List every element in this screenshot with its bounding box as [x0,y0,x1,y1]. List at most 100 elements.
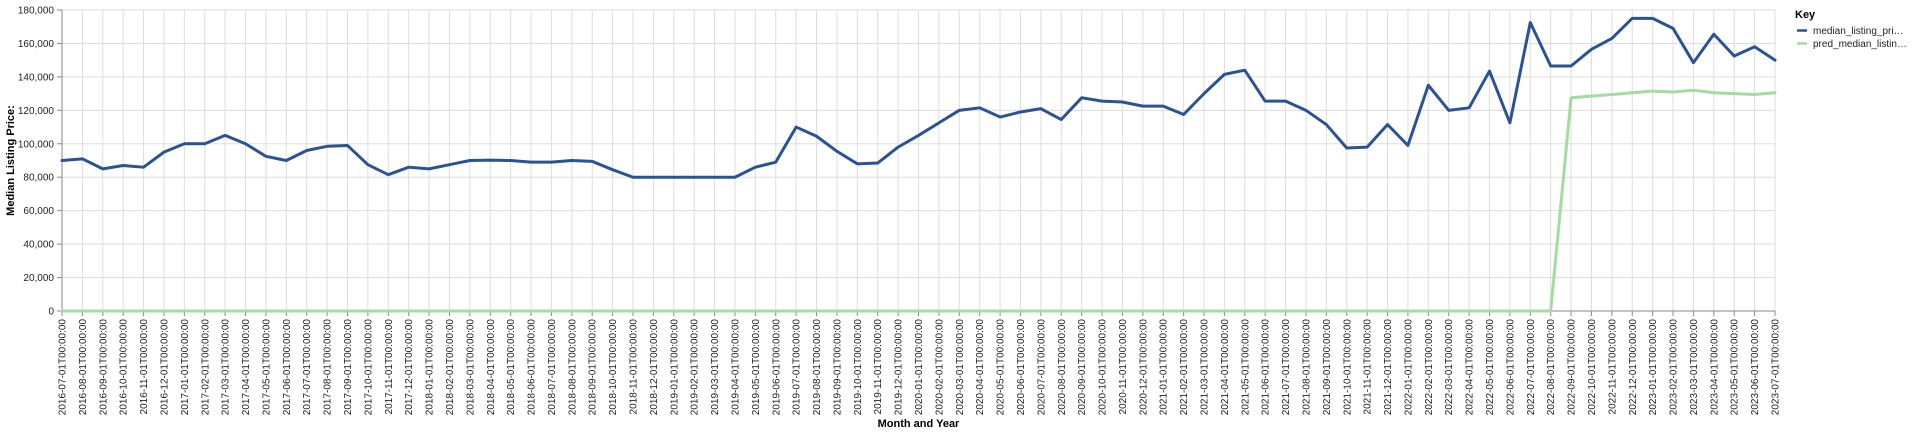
legend: Key median_listing_pri… pred_median_listin… [1795,9,1907,50]
x-tick-label: 2023-05-01T00:00:00 [1730,319,1741,416]
x-tick-label: 2018-01-01T00:00:00 [425,319,436,416]
y-tick-label: 180,000 [18,6,55,17]
x-tick-label: 2018-04-01T00:00:00 [486,319,497,416]
x-tick-label: 2019-11-01T00:00:00 [873,319,884,415]
x-tick-label: 2020-01-01T00:00:00 [914,319,925,416]
x-tick-label: 2016-09-01T00:00:00 [98,319,109,416]
x-tick-label: 2021-06-01T00:00:00 [1261,319,1272,416]
y-tick-label: 0 [48,307,54,318]
x-tick-label: 2016-11-01T00:00:00 [139,319,150,415]
x-tick-label: 2018-06-01T00:00:00 [527,319,538,416]
x-tick-label: 2017-04-01T00:00:00 [241,319,252,416]
x-tick-label: 2022-05-01T00:00:00 [1485,319,1496,416]
x-tick-label: 2018-08-01T00:00:00 [567,319,578,416]
y-tick-label: 40,000 [23,240,54,251]
x-tick-label: 2023-02-01T00:00:00 [1669,319,1680,416]
x-tick-label: 2019-12-01T00:00:00 [894,319,905,416]
x-tick-label: 2017-10-01T00:00:00 [363,319,374,416]
x-tick-label: 2017-05-01T00:00:00 [261,319,272,416]
x-tick-label: 2019-07-01T00:00:00 [792,319,803,416]
x-tick-label: 2018-05-01T00:00:00 [506,319,517,416]
y-tick-label: 100,000 [18,139,55,150]
x-tick-label: 2020-02-01T00:00:00 [934,319,945,416]
x-tick-label: 2020-06-01T00:00:00 [1016,319,1027,416]
x-tick-label: 2018-07-01T00:00:00 [547,319,558,416]
x-tick-label: 2017-06-01T00:00:00 [282,319,293,416]
x-tick-label: 2021-01-01T00:00:00 [1159,319,1170,416]
x-tick-label: 2018-11-01T00:00:00 [629,319,640,415]
legend-title: Key [1795,9,1816,21]
x-tick-label: 2019-10-01T00:00:00 [853,319,864,416]
x-tick-label: 2021-02-01T00:00:00 [1179,319,1190,416]
x-tick-label: 2020-12-01T00:00:00 [1138,319,1149,416]
x-tick-label: 2020-11-01T00:00:00 [1118,319,1129,415]
x-tick-label: 2021-05-01T00:00:00 [1240,319,1251,416]
legend-entry: median_listing_pri… [1813,26,1904,37]
x-tick-label: 2022-02-01T00:00:00 [1424,319,1435,416]
x-tick-label: 2022-04-01T00:00:00 [1465,319,1476,416]
x-tick-label: 2022-11-01T00:00:00 [1607,319,1618,415]
grid [61,9,1776,312]
x-tick-label: 2017-11-01T00:00:00 [384,319,395,415]
x-tick-label: 2022-07-01T00:00:00 [1526,319,1537,416]
x-tick-label: 2019-01-01T00:00:00 [669,319,680,416]
x-tick-label: 2021-12-01T00:00:00 [1383,319,1394,416]
x-tick-label: 2020-09-01T00:00:00 [1077,319,1088,416]
x-tick-label: 2021-03-01T00:00:00 [1200,319,1211,416]
x-tick-label: 2018-03-01T00:00:00 [465,319,476,416]
x-tick-label: 2017-07-01T00:00:00 [302,319,313,416]
x-tick-label: 2019-02-01T00:00:00 [690,319,701,416]
y-tick-label: 80,000 [23,173,54,184]
x-tick-label: 2022-01-01T00:00:00 [1403,319,1414,416]
x-tick-label: 2017-02-01T00:00:00 [200,319,211,416]
x-tick-label: 2020-07-01T00:00:00 [1036,319,1047,416]
series-lines [60,16,1777,313]
x-tick-label: 2023-03-01T00:00:00 [1689,319,1700,416]
x-tick-label: 2016-12-01T00:00:00 [159,319,170,416]
y-tick-label: 140,000 [18,72,55,83]
x-tick-label: 2022-06-01T00:00:00 [1505,319,1516,416]
x-tick-label: 2021-08-01T00:00:00 [1301,319,1312,416]
x-tick-label: 2020-10-01T00:00:00 [1098,319,1109,416]
x-tick-label: 2023-04-01T00:00:00 [1709,319,1720,416]
y-tick-label: 60,000 [23,206,54,217]
x-tick-label: 2018-10-01T00:00:00 [608,319,619,416]
x-tick-label: 2016-10-01T00:00:00 [119,319,130,416]
x-tick-label: 2020-05-01T00:00:00 [996,319,1007,416]
x-tick-label: 2019-08-01T00:00:00 [812,319,823,416]
x-tick-label: 2022-09-01T00:00:00 [1567,319,1578,416]
x-tick-label: 2022-12-01T00:00:00 [1628,319,1639,416]
x-tick-label: 2020-03-01T00:00:00 [955,319,966,416]
x-tick-label: 2021-09-01T00:00:00 [1322,319,1333,416]
x-tick-label: 2022-10-01T00:00:00 [1587,319,1598,416]
x-tick-label: 2020-04-01T00:00:00 [975,319,986,416]
x-tick-label: 2019-09-01T00:00:00 [832,319,843,416]
x-tick-label: 2017-01-01T00:00:00 [180,319,191,416]
x-tick-label: 2021-10-01T00:00:00 [1342,319,1353,416]
x-tick-label: 2016-07-01T00:00:00 [58,319,69,416]
x-tick-label: 2019-04-01T00:00:00 [730,319,741,416]
x-tick-label: 2021-11-01T00:00:00 [1363,319,1374,415]
series-line-2 [60,88,1777,313]
x-tick-label: 2017-09-01T00:00:00 [343,319,354,416]
x-tick-label: 2023-01-01T00:00:00 [1648,319,1659,416]
x-tick-label: 2017-03-01T00:00:00 [221,319,232,416]
x-tick-label: 2018-12-01T00:00:00 [649,319,660,416]
x-tick-label: 2016-08-01T00:00:00 [78,319,89,416]
y-axis-title: Median Listing Price: [5,105,17,216]
series-line-1 [60,16,1777,179]
x-tick-label: 2021-07-01T00:00:00 [1281,319,1292,416]
axes: 0 20,000 40,000 60,000 80,000 100,000 120,000 1… [18,6,1782,416]
y-tick-label: 20,000 [23,273,54,284]
x-tick-label: 2017-08-01T00:00:00 [323,319,334,416]
x-tick-label: 2018-02-01T00:00:00 [445,319,456,416]
x-tick-label: 2017-12-01T00:00:00 [404,319,415,416]
x-tick-label: 2023-06-01T00:00:00 [1750,319,1761,416]
x-tick-label: 2021-04-01T00:00:00 [1220,319,1231,416]
x-tick-label: 2019-06-01T00:00:00 [771,319,782,416]
legend-entry: pred_median_listin… [1813,39,1907,50]
x-tick-label: 2022-08-01T00:00:00 [1546,319,1557,416]
y-tick-label: 160,000 [18,39,55,50]
